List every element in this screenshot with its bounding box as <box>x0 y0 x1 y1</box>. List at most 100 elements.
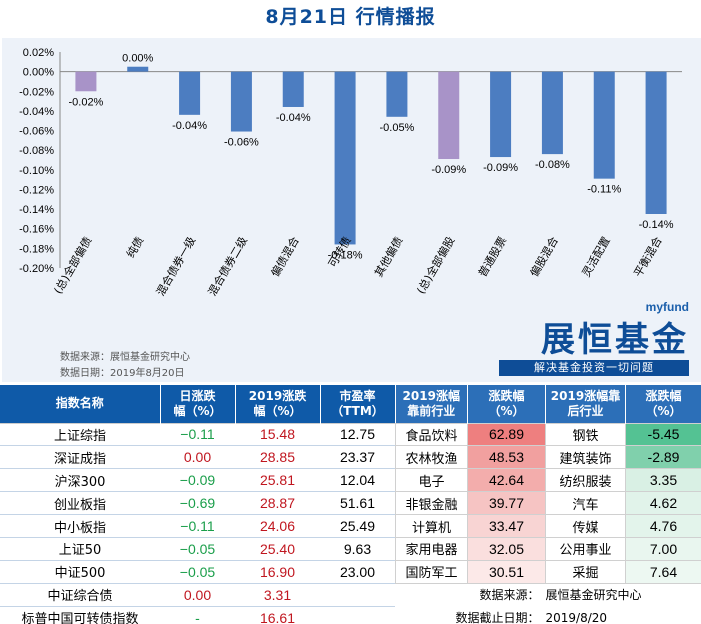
industry-cell-bot-v: -2.89 <box>625 445 701 470</box>
industry-cell-top-v: 30.51 <box>467 559 546 584</box>
index-cell-name: 中小板指 <box>0 514 160 538</box>
industry-row: 非银金融 39.77 汽车 4.62 <box>395 491 701 516</box>
data-label: -0.14% <box>639 219 674 231</box>
header-top-change-l1: 涨跌幅 <box>488 388 525 403</box>
index-cell-year: 28.87 <box>235 491 320 516</box>
logo-slogan: 解决基金投资一切问题 <box>499 360 689 376</box>
industry-cell-bot-v: 4.62 <box>625 491 701 516</box>
index-row: 创业板指 −0.69 28.87 51.61 <box>0 491 395 516</box>
industry-cell-bot: 建筑装饰 <box>545 445 626 470</box>
index-row: 中证综合债 0.00 3.31 <box>0 582 395 607</box>
header-top-change: 涨跌幅 （%） <box>467 385 546 423</box>
industry-cell-top-v: 32.05 <box>467 536 546 561</box>
index-cell-day: 0.00 <box>160 445 235 470</box>
category-label: 混合债券二级 <box>205 234 250 298</box>
y-tick-label: 0.02% <box>23 47 54 59</box>
index-cell-pe: 51.61 <box>320 491 395 516</box>
index-cell-name: 中证500 <box>0 559 160 584</box>
industry-cell-bot-v: 3.35 <box>625 468 701 493</box>
index-row: 沪深300 −0.09 25.81 12.04 <box>0 468 395 493</box>
header-top-industry-l2: 靠前行业 <box>407 403 456 418</box>
industry-cell-bot-v: 7.64 <box>625 559 701 584</box>
header-year-change-l1: 2019涨跌 <box>248 388 307 403</box>
index-cell-pe: 9.63 <box>320 536 395 561</box>
data-label: -0.08% <box>535 159 570 171</box>
header-top-industry-l1: 2019涨幅 <box>402 388 460 403</box>
industry-cell-bot-v: 7.00 <box>625 536 701 561</box>
index-cell-pe: 23.37 <box>320 445 395 470</box>
index-cell-day: −0.11 <box>160 422 235 447</box>
index-cell-day: - <box>160 605 235 624</box>
industry-row: 计算机 33.47 传媒 4.76 <box>395 514 701 538</box>
bar-chart: 0.02% 0.00% -0.02% -0.04% -0.06% -0.08% -0.10%… <box>2 38 701 382</box>
myfund-logo: myfund 展恒基金 解决基金投资一切问题 <box>493 300 693 380</box>
index-cell-pe <box>320 582 395 607</box>
index-cell-year: 16.61 <box>235 605 320 624</box>
index-cell-name: 标普中国可转债指数 <box>0 605 160 624</box>
industry-cell-top-v: 62.89 <box>467 422 546 447</box>
header-day-change-l2: 幅（%） <box>173 403 222 418</box>
bar <box>230 71 252 132</box>
header-index-name: 指数名称 <box>0 385 161 423</box>
industry-cell-top: 电子 <box>395 468 468 493</box>
industry-cell-top: 国防军工 <box>395 559 468 584</box>
industry-cell-top-v: 42.64 <box>467 468 546 493</box>
header-day-change-l1: 日涨跌 <box>179 388 216 403</box>
category-label: 混合债券一级 <box>153 234 198 298</box>
y-tick-label: -0.10% <box>19 165 54 177</box>
index-cell-name: 深证成指 <box>0 445 160 470</box>
y-tick-label: -0.18% <box>19 243 54 255</box>
index-row: 中证500 −0.05 16.90 23.00 <box>0 559 395 584</box>
data-label: -0.04% <box>276 112 311 124</box>
chart-date-note: 数据日期：2019年8月20日 <box>60 368 185 379</box>
index-cell-year: 15.48 <box>235 422 320 447</box>
y-tick-label: -0.20% <box>19 263 54 275</box>
index-cell-year: 25.40 <box>235 536 320 561</box>
data-label: -0.09% <box>431 164 466 176</box>
header-bottom-industry: 2019涨幅靠 后行业 <box>545 385 626 423</box>
index-cell-name: 上证综指 <box>0 422 160 447</box>
y-tick-label: -0.14% <box>19 204 54 216</box>
logo-main-text: 展恒基金 <box>541 320 689 360</box>
industry-cell-top: 农林牧渔 <box>395 445 468 470</box>
header-top-change-l2: （%） <box>488 403 525 418</box>
header-year-change-l2: 幅（%） <box>253 403 302 418</box>
index-cell-pe: 12.04 <box>320 468 395 493</box>
index-cell-day: −0.05 <box>160 536 235 561</box>
index-row: 深证成指 0.00 28.85 23.37 <box>0 445 395 470</box>
industry-cell-bot: 传媒 <box>545 514 626 538</box>
industry-row: 国防军工 30.51 采掘 7.64 <box>395 559 701 584</box>
category-label: 偏债混合 <box>268 234 302 279</box>
index-cell-year: 25.81 <box>235 468 320 493</box>
bar <box>127 66 149 72</box>
industry-row: 电子 42.64 纺织服装 3.35 <box>395 468 701 493</box>
industry-table: 2019涨幅 靠前行业 涨跌幅 （%） 2019涨幅靠 后行业 涨跌幅 （%） 食品饮料… <box>395 385 701 624</box>
index-cell-day: 0.00 <box>160 582 235 607</box>
header-year-change: 2019涨跌 幅（%） <box>235 385 321 423</box>
data-label: -0.06% <box>224 137 259 149</box>
category-label: (总)全部偏股 <box>413 234 457 296</box>
bar <box>645 71 667 214</box>
index-cell-name: 上证50 <box>0 536 160 561</box>
category-label: 偏股混合 <box>527 234 561 279</box>
index-cell-pe: 25.49 <box>320 514 395 538</box>
industry-cell-bot: 钢铁 <box>545 422 626 447</box>
industry-cell-top: 家用电器 <box>395 536 468 561</box>
header-pe: 市盈率 （TTM） <box>320 385 396 423</box>
bar <box>541 71 563 155</box>
category-label: 纯债 <box>123 234 146 260</box>
y-tick-label: -0.12% <box>19 184 54 196</box>
bar <box>282 71 304 107</box>
data-label: -0.11% <box>587 184 621 196</box>
bar <box>438 71 460 160</box>
index-cell-day: −0.09 <box>160 468 235 493</box>
index-cell-day: −0.05 <box>160 559 235 584</box>
industry-footer-row: 数据来源： 展恒基金研究中心 <box>396 583 701 606</box>
header-bottom-industry-l1: 2019涨幅靠 <box>550 388 621 403</box>
header-pe-l1: 市盈率 <box>339 388 376 403</box>
category-label: 普通股票 <box>475 234 509 279</box>
index-cell-day: −0.11 <box>160 514 235 538</box>
chart-source-note: 数据来源：展恒基金研究中心 <box>60 352 190 363</box>
footer-value: 2019/8/20 <box>545 610 608 624</box>
index-row: 上证50 −0.05 25.40 9.63 <box>0 536 395 561</box>
